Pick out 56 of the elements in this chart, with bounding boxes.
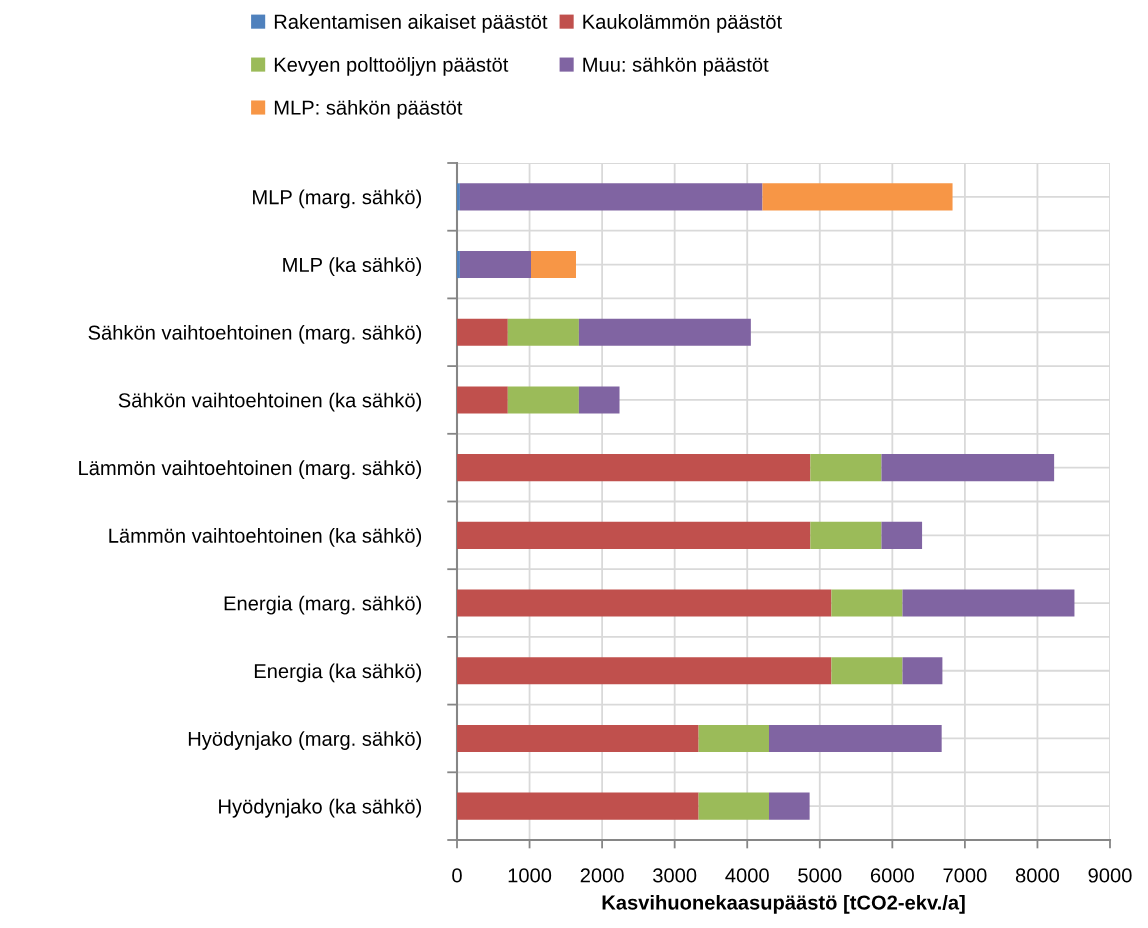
bar <box>457 724 699 752</box>
bar <box>457 657 832 685</box>
x-tick-label: 4000 <box>725 868 769 883</box>
bar <box>459 251 532 279</box>
x-tick-label: 0 <box>452 868 462 883</box>
bar <box>810 521 882 549</box>
bar <box>457 454 811 482</box>
bar <box>881 521 923 549</box>
legend-label: Muu: sähkön päästöt <box>583 57 769 76</box>
y-tick-label: Hyödynjako (marg. sähkö) <box>188 731 422 750</box>
bar <box>762 183 953 211</box>
x-tick-label: 5000 <box>798 868 842 883</box>
y-tick-label: MLP (marg. sähkö) <box>253 189 422 209</box>
bar <box>457 386 508 414</box>
bar <box>902 589 1075 617</box>
y-tick-label: MLP (ka sähkö) <box>283 257 422 277</box>
bar <box>507 386 579 414</box>
x-tick-label: 2000 <box>580 868 624 883</box>
x-axis-title: Kasvihuonekaasupäästö [tCO2-ekv./a] <box>602 894 965 914</box>
legend-label: Kevyen polttoöljyn päästöt <box>274 57 509 76</box>
bar <box>507 318 579 346</box>
y-tick-label: Hyödynjako (ka sähkö) <box>219 798 422 818</box>
bar <box>531 251 576 279</box>
y-tick-label: Lämmön vaihtoehtoinen (ka sähkö) <box>109 528 422 547</box>
bar <box>902 657 943 685</box>
legend-label: MLP: sähkön päästöt <box>274 99 463 119</box>
x-tick-label: 6000 <box>870 868 914 883</box>
bar <box>457 521 811 549</box>
y-tick-label: Energia (marg. sähkö) <box>224 595 422 615</box>
y-tick-label: Sähkön vaihtoehtoinen (ka sähkö) <box>118 392 422 412</box>
bar <box>768 792 810 820</box>
legend-label: Rakentamisen aikaiset päästöt <box>274 14 548 33</box>
bar <box>831 589 903 617</box>
bar <box>768 724 942 752</box>
x-tick-label: 7000 <box>943 868 987 883</box>
x-tick-label: 3000 <box>653 868 697 883</box>
bar <box>457 251 460 279</box>
bar <box>457 318 508 346</box>
bar <box>578 386 620 414</box>
y-tick-label: Lämmön vaihtoehtoinen (marg. sähkö) <box>79 460 422 480</box>
bar <box>831 657 903 685</box>
y-tick-label: Energia (ka sähkö) <box>254 663 422 683</box>
bar <box>459 183 763 211</box>
y-tick-label: Sähkön vaihtoehtoinen (marg. sähkö) <box>88 324 422 344</box>
x-tick-label: 9000 <box>1088 868 1132 883</box>
bar <box>457 792 699 820</box>
bar <box>457 589 832 617</box>
bar <box>810 454 882 482</box>
bar <box>578 318 751 346</box>
x-tick-label: 1000 <box>508 868 552 883</box>
legend-label: Kaukolämmön päästöt <box>583 14 782 33</box>
bar <box>881 454 1055 482</box>
bar <box>457 183 460 211</box>
x-tick-label: 8000 <box>1015 868 1060 883</box>
bar <box>698 724 769 752</box>
bar <box>698 792 769 820</box>
